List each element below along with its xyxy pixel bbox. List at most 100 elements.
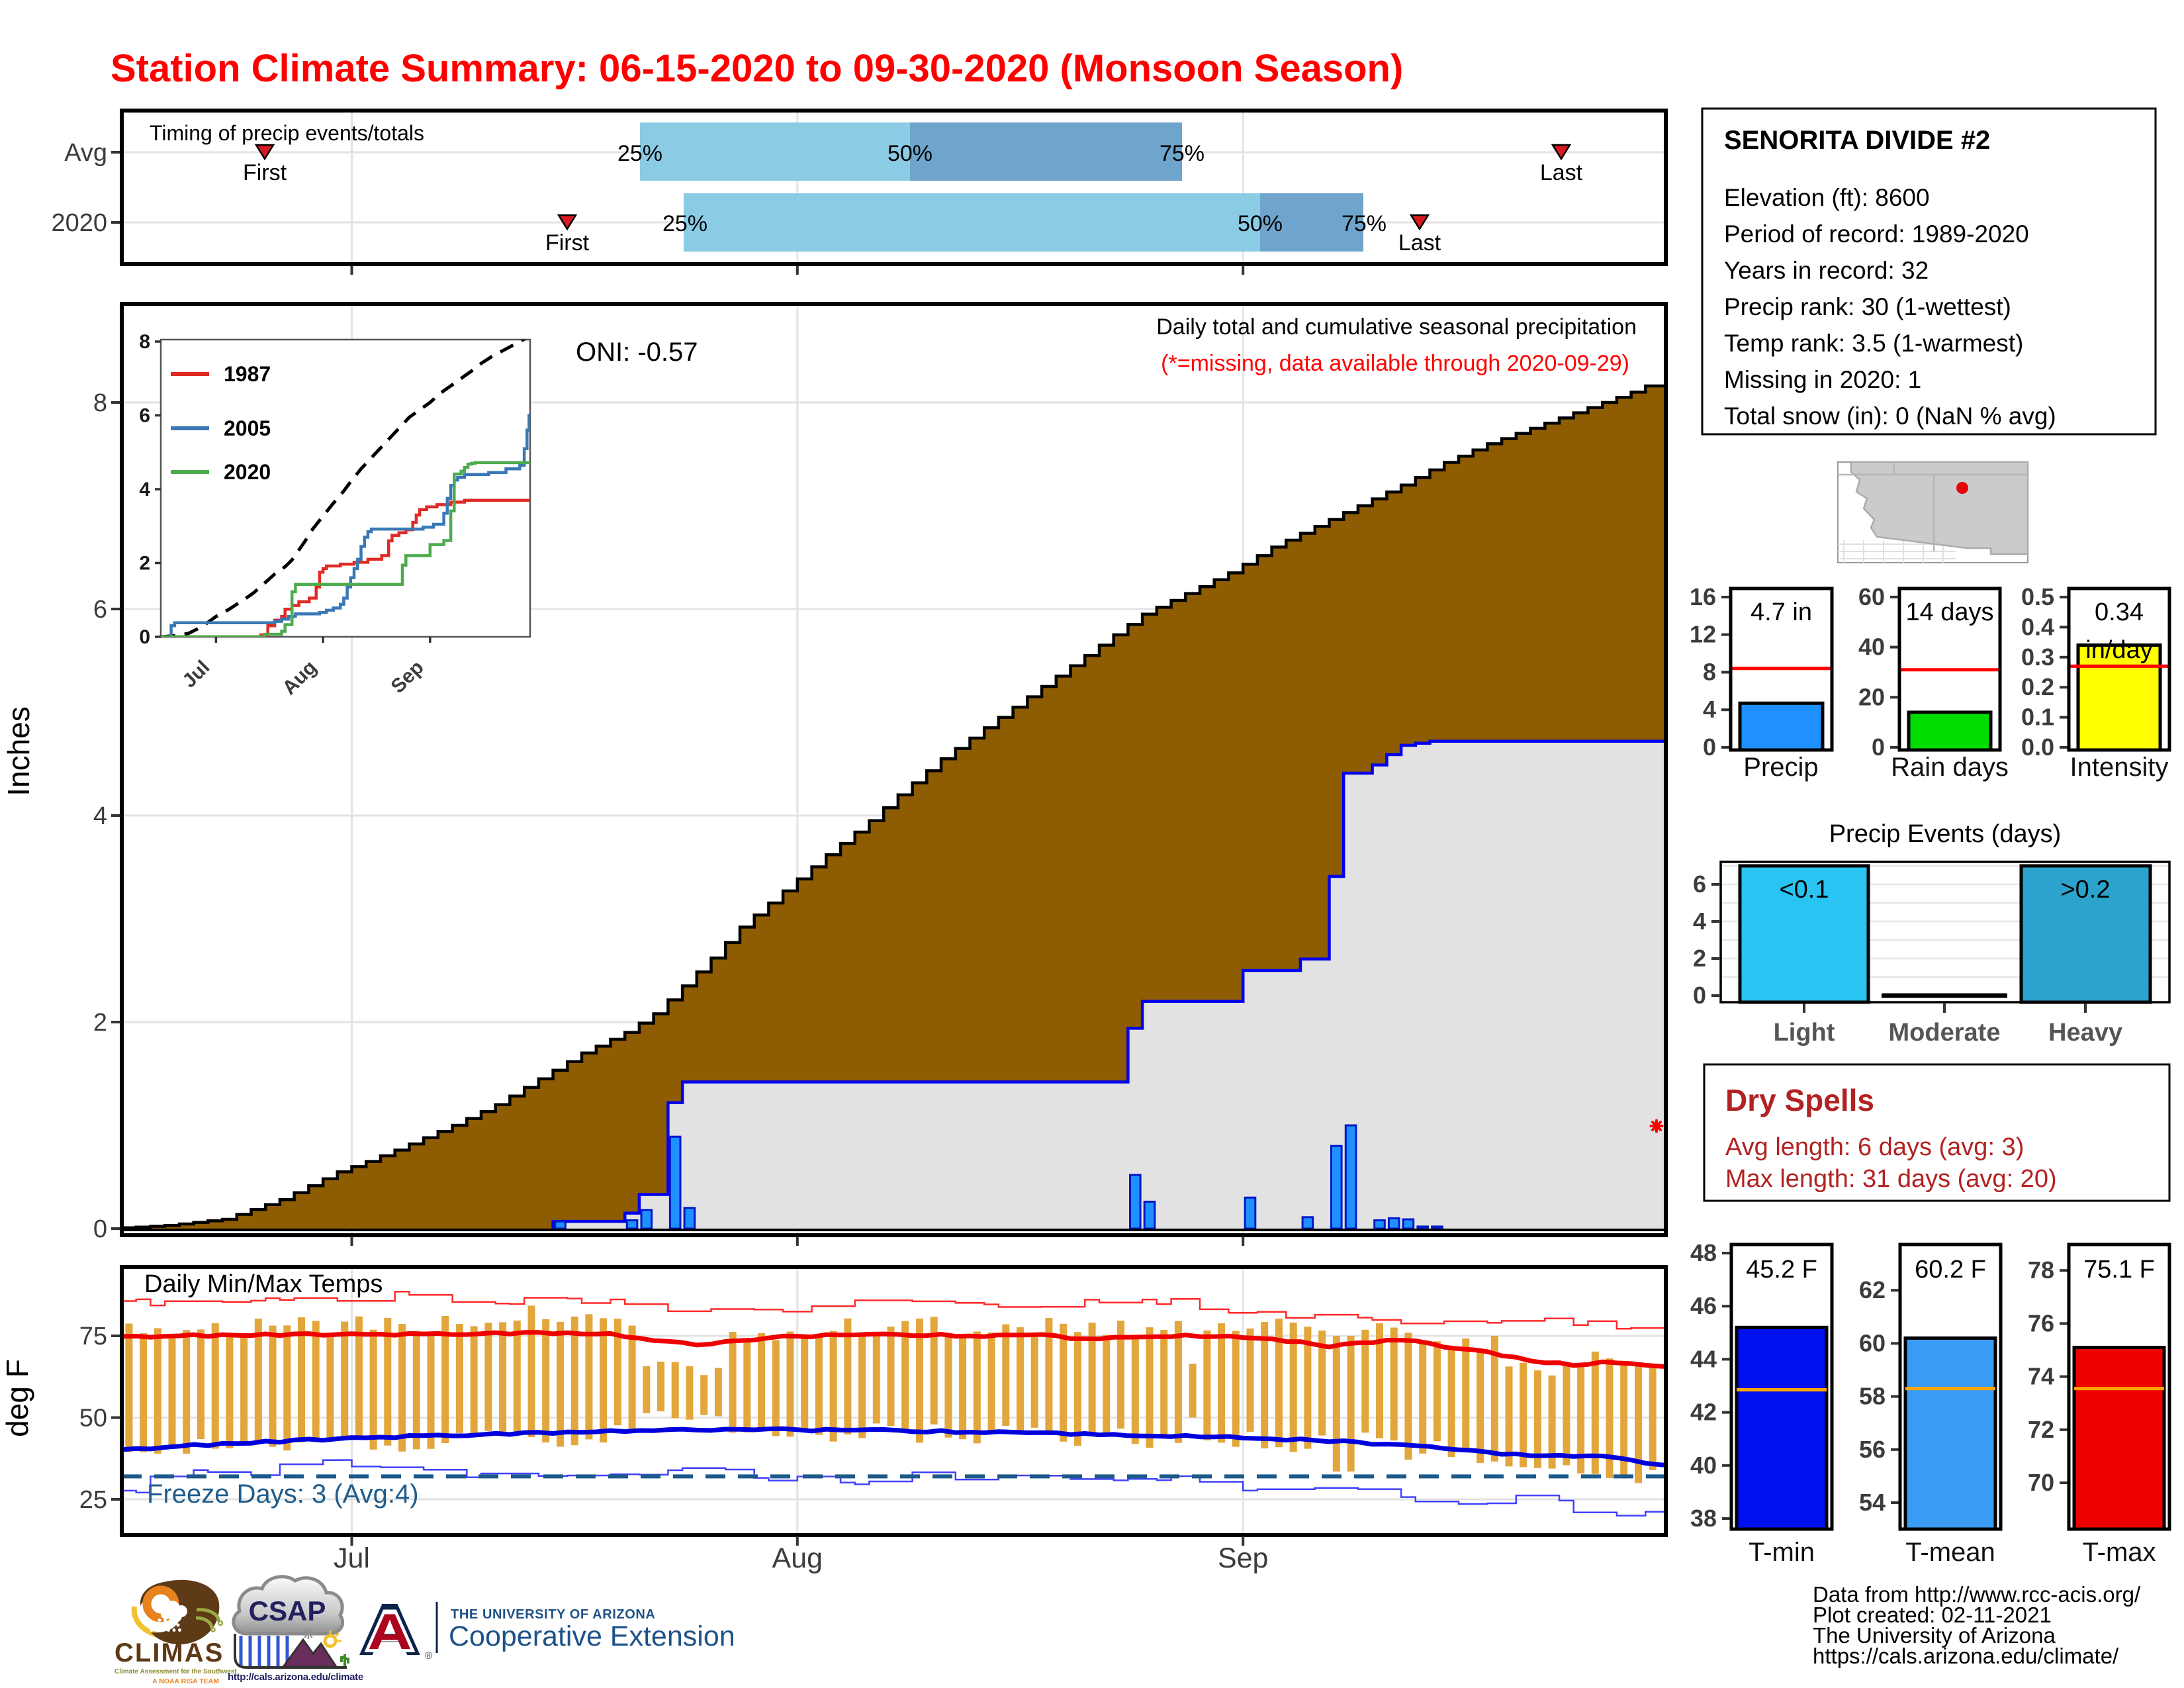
svg-text:40: 40 [1858, 633, 1885, 661]
svg-text:60: 60 [1859, 1329, 1886, 1356]
svg-text:25%: 25% [662, 211, 707, 236]
svg-text:78: 78 [2028, 1256, 2054, 1284]
svg-text:A: A [363, 1597, 418, 1666]
svg-text:SENORITA DIVIDE #2: SENORITA DIVIDE #2 [1724, 126, 1990, 155]
svg-text:Climate Assessment for the Sou: Climate Assessment for the Southwest [114, 1668, 237, 1675]
svg-text:0.2: 0.2 [2021, 673, 2054, 700]
svg-text:2: 2 [139, 553, 150, 575]
svg-text:60.2 F: 60.2 F [1915, 1256, 1986, 1284]
svg-text:deg F: deg F [0, 1359, 34, 1437]
svg-text:Temp rank: 3.5 (1-warmest): Temp rank: 3.5 (1-warmest) [1724, 330, 2023, 357]
svg-text:Sep: Sep [387, 657, 428, 698]
svg-text:Daily total and cumulative sea: Daily total and cumulative seasonal prec… [1156, 314, 1637, 340]
svg-text:4: 4 [1703, 696, 1716, 723]
svg-text:2: 2 [1693, 945, 1706, 972]
svg-text:4: 4 [139, 479, 150, 500]
svg-text:42: 42 [1690, 1399, 1717, 1426]
svg-text:0.34: 0.34 [2095, 598, 2144, 626]
svg-text:Elevation (ft): 8600: Elevation (ft): 8600 [1724, 184, 1930, 211]
svg-text:2: 2 [93, 1009, 107, 1037]
svg-text:44: 44 [1690, 1345, 1717, 1372]
svg-text:50%: 50% [887, 141, 933, 166]
svg-text:THE UNIVERSITY OF ARIZONA: THE UNIVERSITY OF ARIZONA [451, 1607, 655, 1622]
svg-text:6: 6 [93, 596, 107, 624]
svg-text:Rain days: Rain days [1891, 753, 2009, 782]
svg-text:T-min: T-min [1749, 1538, 1815, 1567]
svg-text:70: 70 [2028, 1469, 2054, 1496]
svg-text:4: 4 [1693, 908, 1706, 935]
svg-text:The University of Arizona: The University of Arizona [1813, 1623, 2056, 1648]
svg-text:75%: 75% [1160, 141, 1205, 166]
svg-text:75: 75 [79, 1323, 107, 1350]
svg-text:Period of record: 1989-2020: Period of record: 1989-2020 [1724, 220, 2029, 248]
svg-text:Heavy: Heavy [2048, 1019, 2122, 1047]
svg-text:0.5: 0.5 [2021, 583, 2054, 610]
svg-text:8: 8 [1703, 659, 1716, 686]
svg-text:Aug: Aug [772, 1542, 823, 1574]
svg-text:Intensity: Intensity [2070, 753, 2169, 782]
svg-text:0.1: 0.1 [2021, 704, 2054, 731]
svg-text:8: 8 [139, 331, 150, 353]
svg-text:54: 54 [1859, 1489, 1886, 1516]
svg-text:75.1 F: 75.1 F [2083, 1256, 2155, 1284]
svg-text:First: First [545, 230, 590, 256]
svg-text:Station Climate Summary: 06-15: Station Climate Summary: 06-15-2020 to 0… [111, 47, 1403, 90]
svg-text:Data from http://www.rcc-acis.: Data from http://www.rcc-acis.org/ [1813, 1582, 2141, 1607]
svg-text:0.4: 0.4 [2021, 613, 2054, 640]
svg-text:0: 0 [93, 1215, 107, 1243]
svg-text:38: 38 [1690, 1505, 1717, 1532]
svg-text:<0.1: <0.1 [1779, 876, 1829, 904]
svg-text:Jul: Jul [178, 657, 214, 692]
svg-text:Last: Last [1398, 230, 1441, 256]
svg-text:®: ® [425, 1650, 432, 1662]
svg-text:4.7 in: 4.7 in [1751, 598, 1812, 626]
svg-text:Max length: 31 days (avg: 20): Max length: 31 days (avg: 20) [1725, 1165, 2057, 1193]
svg-text:50: 50 [79, 1405, 107, 1432]
svg-text:72: 72 [2028, 1416, 2054, 1443]
svg-text:A NOAA RISA TEAM: A NOAA RISA TEAM [152, 1677, 219, 1685]
svg-text:76: 76 [2028, 1309, 2054, 1336]
svg-text:A: A [357, 1589, 423, 1671]
svg-text:4: 4 [93, 802, 107, 830]
svg-text:Total snow (in): 0 (NaN % avg): Total snow (in): 0 (NaN % avg) [1724, 402, 2056, 430]
svg-text:6: 6 [139, 405, 150, 427]
svg-text:❋: ❋ [302, 1626, 314, 1642]
svg-text:First: First [243, 160, 287, 185]
svg-text:48: 48 [1690, 1239, 1717, 1266]
svg-text:Precip Events (days): Precip Events (days) [1829, 820, 2062, 848]
svg-text:Aug: Aug [278, 657, 321, 700]
svg-text:0: 0 [139, 626, 150, 648]
svg-text:16: 16 [1690, 583, 1716, 610]
svg-text:1987: 1987 [224, 362, 271, 386]
svg-text:Inches: Inches [1, 706, 36, 796]
svg-text:2020: 2020 [51, 209, 107, 237]
svg-text:74: 74 [2028, 1363, 2054, 1390]
svg-text:https://cals.arizona.edu/clima: https://cals.arizona.edu/climate/ [1813, 1644, 2119, 1668]
svg-text:(*=missing, data available thr: (*=missing, data available through 2020-… [1161, 351, 1629, 376]
svg-text:14 days: 14 days [1905, 598, 1993, 626]
svg-text:40: 40 [1690, 1452, 1717, 1479]
svg-text:Freeze Days: 3 (Avg:4): Freeze Days: 3 (Avg:4) [147, 1479, 419, 1509]
svg-text:Missing in 2020: 1: Missing in 2020: 1 [1724, 366, 1921, 393]
svg-text:25%: 25% [617, 141, 662, 166]
svg-text:58: 58 [1859, 1383, 1886, 1410]
svg-text:CSAP: CSAP [249, 1595, 326, 1626]
svg-text:20: 20 [1858, 683, 1885, 710]
svg-text:>0.2: >0.2 [2060, 876, 2110, 904]
svg-text:Precip: Precip [1743, 753, 1818, 782]
svg-text:45.2 F: 45.2 F [1746, 1256, 1817, 1284]
svg-text:46: 46 [1690, 1292, 1717, 1319]
svg-text:75%: 75% [1342, 211, 1387, 236]
svg-text:CLIMAS: CLIMAS [114, 1638, 224, 1667]
svg-text:62: 62 [1859, 1276, 1886, 1303]
svg-text:60: 60 [1858, 583, 1885, 610]
svg-text:0.3: 0.3 [2021, 643, 2054, 671]
svg-text:T-mean: T-mean [1905, 1538, 1995, 1567]
svg-text:Dry Spells: Dry Spells [1725, 1083, 1874, 1117]
svg-text:http://cals.arizona.edu/climat: http://cals.arizona.edu/climate [228, 1671, 363, 1683]
svg-text:0: 0 [1703, 733, 1716, 761]
svg-text:Light: Light [1774, 1019, 1835, 1047]
svg-text:Moderate: Moderate [1889, 1019, 2001, 1047]
svg-text:Avg length: 6 days (avg: 3): Avg length: 6 days (avg: 3) [1725, 1133, 2024, 1161]
svg-text:Daily Min/Max Temps: Daily Min/Max Temps [144, 1270, 383, 1298]
